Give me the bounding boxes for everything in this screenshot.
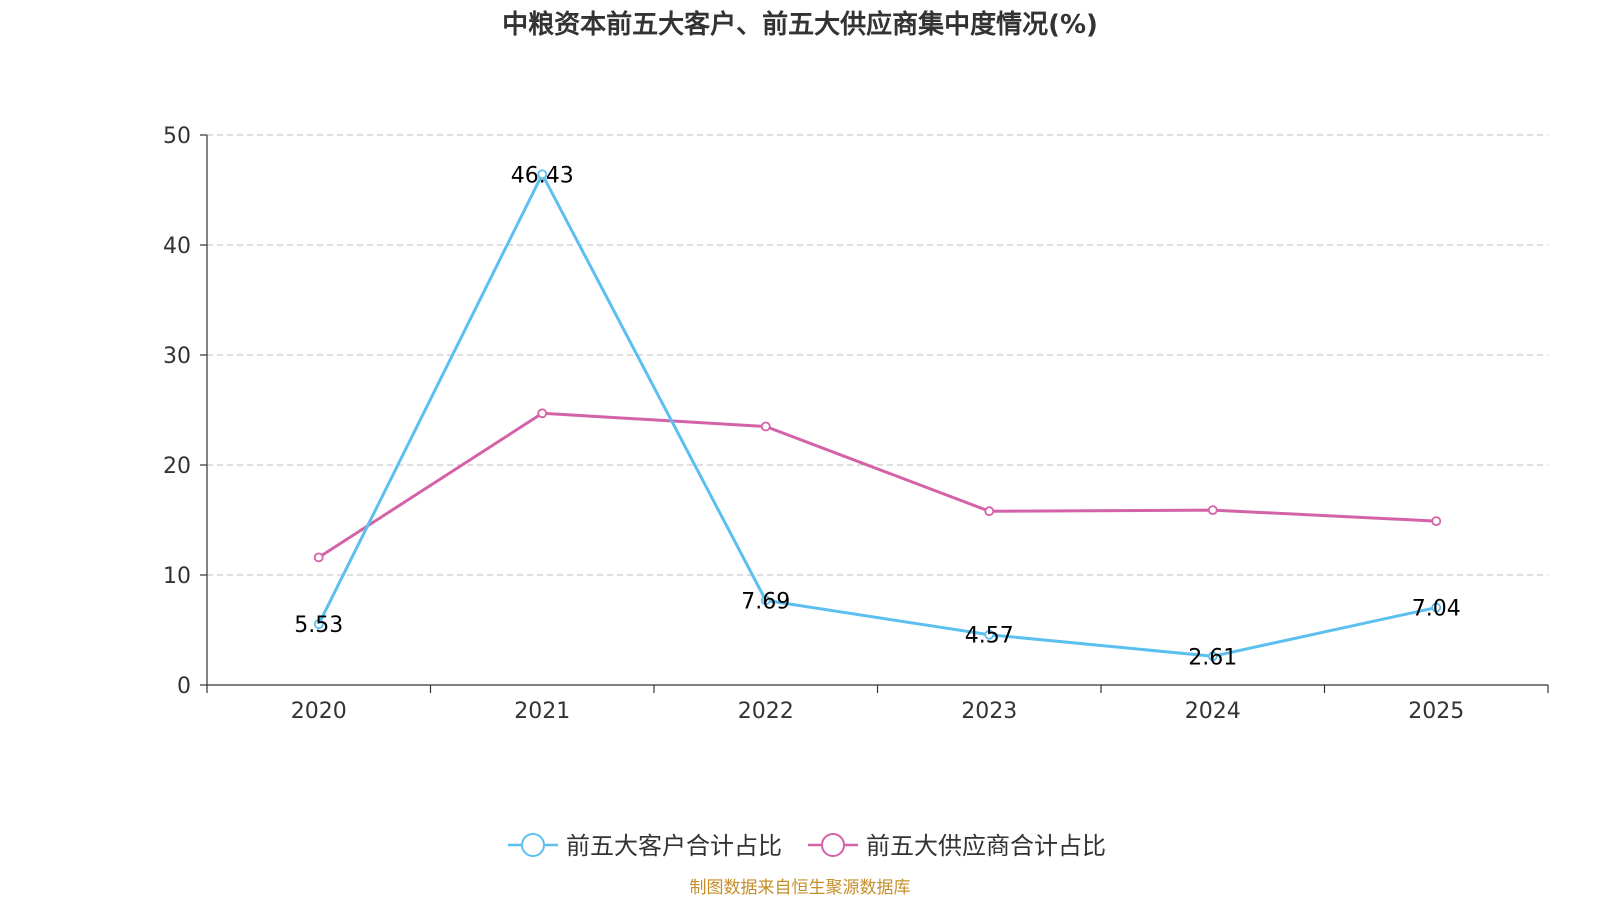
grid [207,134,1548,576]
legend-marker [521,833,545,857]
data-point[interactable] [760,421,771,432]
data-label: 4.57 [965,624,1014,649]
legend-marker [821,833,845,857]
y-tick-label: 10 [163,564,191,589]
data-label: 46.43 [511,163,574,188]
data-label: 5.53 [294,613,343,638]
data-point[interactable] [537,408,548,419]
data-point[interactable] [984,629,995,640]
y-tick-label: 30 [163,344,191,369]
y-tick-label: 50 [163,124,191,149]
x-tick-label: 2020 [291,699,347,724]
data-point[interactable] [984,506,995,517]
legend-label: 前五大客户合计占比 [566,832,782,860]
data-point[interactable] [313,619,324,630]
y-tick-label: 40 [163,234,191,259]
legend-item-customers[interactable]: 前五大客户合计占比 [508,832,782,860]
data-label: 7.04 [1412,597,1461,622]
legend-label: 前五大供应商合计占比 [866,832,1106,860]
legend[interactable]: 前五大客户合计占比 前五大供应商合计占比 [508,832,1106,860]
series-line-customers [317,172,1437,658]
x-tick-label: 2023 [961,699,1017,724]
data-point[interactable] [1431,516,1442,526]
legend-item-suppliers[interactable]: 前五大供应商合计占比 [808,832,1106,860]
x-tick-label: 2024 [1185,699,1241,724]
y-tick-label: 20 [163,454,191,479]
axes: 0 10 20 30 40 50 2020 2021 2022 2023 2024 2025 [163,124,1549,724]
data-point[interactable] [313,552,324,563]
data-point[interactable] [1207,651,1218,662]
data-point[interactable] [537,169,548,180]
data-label: 7.69 [741,589,790,614]
y-tick-label: 0 [177,674,191,699]
chart-title: 中粮资本前五大客户、前五大供应商集中度情况(%) [502,9,1098,40]
data-point[interactable] [1207,505,1218,516]
x-tick-label: 2025 [1408,699,1464,724]
x-tick-label: 2022 [738,699,794,724]
source-note: 制图数据来自恒生聚源数据库 [690,878,911,898]
data-point[interactable] [1431,602,1442,613]
x-tick-label: 2021 [514,699,570,724]
data-point[interactable] [760,595,771,606]
data-labels: 5.53 46.43 7.69 4.57 2.61 7.04 [294,163,1460,670]
series-layer [313,169,1442,662]
series-line-suppliers [317,411,1437,559]
data-label: 2.61 [1188,645,1237,670]
